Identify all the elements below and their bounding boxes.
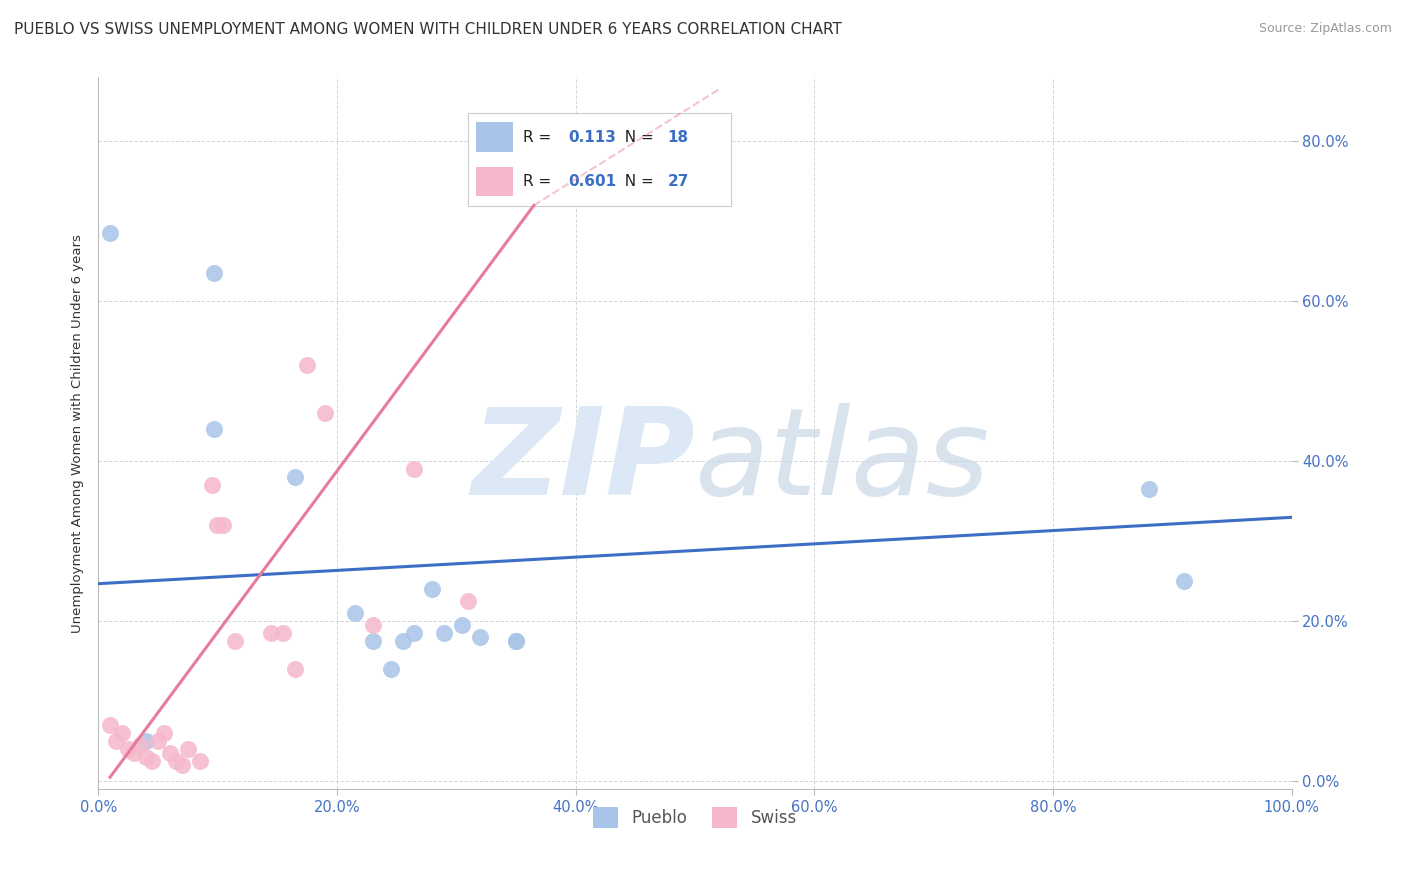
Point xyxy=(135,734,157,748)
Point xyxy=(176,742,198,756)
Point xyxy=(98,718,121,732)
Point xyxy=(284,470,307,484)
Point xyxy=(260,626,283,640)
Point xyxy=(404,626,426,640)
Point xyxy=(207,518,229,533)
Point xyxy=(141,754,163,768)
Point xyxy=(188,754,211,768)
Point xyxy=(202,266,225,280)
Point xyxy=(212,518,235,533)
Point xyxy=(505,634,527,648)
Point xyxy=(314,406,336,420)
Point xyxy=(129,738,152,752)
Point xyxy=(451,618,474,632)
Point xyxy=(111,726,134,740)
Point xyxy=(380,662,402,676)
Point xyxy=(1137,483,1160,497)
Point xyxy=(117,742,139,756)
Y-axis label: Unemployment Among Women with Children Under 6 years: Unemployment Among Women with Children U… xyxy=(72,234,84,632)
Point xyxy=(146,734,169,748)
Point xyxy=(159,746,181,760)
Point xyxy=(284,662,307,676)
Point xyxy=(361,634,384,648)
Point xyxy=(165,754,187,768)
Point xyxy=(105,734,128,748)
Point xyxy=(391,634,413,648)
Text: atlas: atlas xyxy=(695,403,990,520)
Point xyxy=(422,582,444,597)
Point xyxy=(505,634,527,648)
Point xyxy=(468,630,491,644)
Point xyxy=(98,227,121,241)
Point xyxy=(457,594,479,608)
Legend: Pueblo, Swiss: Pueblo, Swiss xyxy=(586,801,803,834)
Point xyxy=(433,626,456,640)
Point xyxy=(200,478,222,492)
Point xyxy=(361,618,384,632)
Point xyxy=(224,634,246,648)
Text: PUEBLO VS SWISS UNEMPLOYMENT AMONG WOMEN WITH CHILDREN UNDER 6 YEARS CORRELATION: PUEBLO VS SWISS UNEMPLOYMENT AMONG WOMEN… xyxy=(14,22,842,37)
Point xyxy=(404,462,426,476)
Point xyxy=(122,746,145,760)
Text: Source: ZipAtlas.com: Source: ZipAtlas.com xyxy=(1258,22,1392,36)
Point xyxy=(271,626,294,640)
Point xyxy=(343,607,366,621)
Point xyxy=(202,422,225,436)
Point xyxy=(170,758,193,772)
Point xyxy=(295,359,318,373)
Text: ZIP: ZIP xyxy=(471,403,695,520)
Point xyxy=(135,750,157,764)
Point xyxy=(152,726,174,740)
Point xyxy=(1173,574,1195,589)
